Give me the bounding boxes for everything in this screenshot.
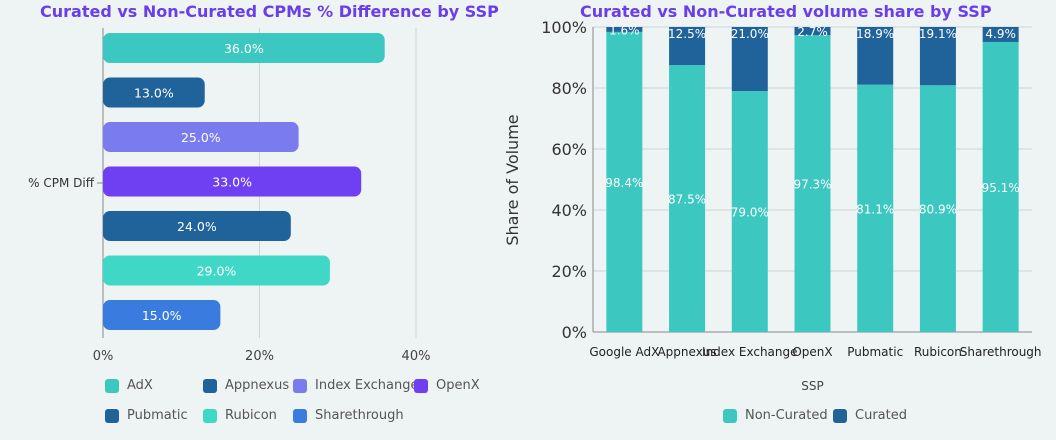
legend-label: Pubmatic [127, 408, 188, 423]
bar-curated-pubmatic [857, 27, 894, 85]
bar-curated-rubicon [919, 27, 956, 86]
legend-item-sharethrough[interactable]: Sharethrough [293, 408, 404, 423]
x-tick-label: Index Exchange [702, 345, 797, 359]
y-axis-title: Share of Volume [503, 114, 522, 245]
bar-appnexus [103, 77, 205, 108]
legend-swatch [203, 408, 217, 423]
legend-swatch [414, 378, 428, 393]
bar-curated-sharethrough [982, 27, 1019, 42]
x-tick-label: OpenX [792, 345, 832, 359]
bar-curated-appnexus [669, 27, 706, 66]
bar-noncurated-openx [794, 35, 831, 333]
bar-label-adx: 36.0% [224, 41, 264, 56]
bar-label-curated-pubmatic: 18.9% [856, 27, 894, 41]
legend-label: Rubicon [225, 408, 277, 423]
y-tick-label: 0% [562, 323, 587, 342]
bar-label-noncurated-appnexus: 87.5% [668, 193, 706, 207]
x-tick-label: Rubicon [914, 345, 962, 359]
bar-openx [103, 166, 362, 197]
bar-label-noncurated-google-adx: 98.4% [605, 176, 643, 190]
bar-label-curated-openx: 2.7% [797, 25, 828, 39]
legend-swatch [203, 378, 217, 393]
legend-item-pubmatic[interactable]: Pubmatic [105, 408, 188, 423]
bar-sharethrough [103, 300, 221, 330]
bar-adx [103, 33, 385, 63]
bar-label-noncurated-sharethrough: 95.1% [982, 181, 1020, 195]
bar-pubmatic [103, 211, 291, 241]
y-tick-label: 80% [551, 79, 587, 98]
legend-swatch [293, 378, 307, 393]
legend-item-adx[interactable]: AdX [105, 378, 153, 393]
bar-noncurated-appnexus [669, 65, 706, 332]
left-chart-title: Curated vs Non-Curated CPMs % Difference… [40, 2, 499, 21]
bar-noncurated-index-exchange [731, 91, 768, 332]
y-tick-label: 20% [551, 262, 587, 281]
y-tick-label: 60% [551, 140, 587, 159]
legend-item-non-curated[interactable]: Non-Curated [723, 408, 828, 423]
bar-label-noncurated-openx: 97.3% [793, 178, 831, 192]
bar-label-index-exchange: 25.0% [181, 130, 221, 145]
bar-label-curated-appnexus: 12.5% [668, 27, 706, 41]
bar-curated-index-exchange [731, 27, 768, 92]
x-tick-label: Pubmatic [847, 345, 903, 359]
legend-swatch [293, 408, 307, 423]
bar-label-noncurated-rubicon: 80.9% [919, 203, 957, 217]
legend-label: Sharethrough [315, 408, 404, 423]
legend-label: Index Exchange [315, 378, 419, 393]
bar-label-appnexus: 13.0% [134, 86, 174, 101]
right-chart-title: Curated vs Non-Curated volume share by S… [580, 2, 992, 21]
legend-label: Appnexus [225, 378, 290, 393]
legend-item-appnexus[interactable]: Appnexus [203, 378, 289, 393]
bar-noncurated-google-adx [606, 31, 643, 332]
bar-label-sharethrough: 15.0% [142, 308, 182, 323]
bar-curated-openx [794, 27, 831, 36]
legend-item-curated[interactable]: Curated [833, 408, 907, 423]
legend-item-index-exchange[interactable]: Index Exchange [293, 378, 418, 393]
x-tick-label: Appnexus [657, 345, 716, 359]
bar-label-curated-rubicon: 19.1% [919, 27, 957, 41]
bar-noncurated-pubmatic [857, 84, 894, 333]
legend-swatch [105, 408, 119, 423]
x-tick-label: 0% [93, 349, 114, 364]
legend-swatch [833, 408, 847, 423]
legend-swatch [105, 378, 119, 393]
x-tick-label: Sharethrough [960, 345, 1042, 359]
legend-label: Non-Curated [745, 408, 828, 423]
bar-curated-google-adx [606, 27, 643, 32]
bar-label-openx: 33.0% [212, 175, 252, 190]
x-tick-label: 20% [245, 349, 274, 364]
x-axis-title: SSP [801, 379, 823, 393]
bar-index-exchange [103, 122, 299, 152]
bar-label-curated-google-adx: 1.6% [609, 23, 640, 37]
legend-label: OpenX [436, 378, 480, 393]
legend-label: Curated [855, 408, 907, 423]
bar-rubicon [103, 255, 330, 286]
y-category-label: % CPM Diff [28, 176, 95, 190]
cpm-diff-chart: 0% 20% 40% % CPM Diff 36.0% 13.0% 25.0% 33.0% 24… [28, 28, 431, 364]
bar-label-noncurated-pubmatic: 81.1% [856, 202, 894, 216]
x-tick-label: 40% [402, 349, 431, 364]
bar-label-curated-index-exchange: 21.0% [731, 27, 769, 41]
bar-label-noncurated-index-exchange: 79.0% [731, 206, 769, 220]
legend-item-openx[interactable]: OpenX [414, 378, 480, 393]
legend-item-rubicon[interactable]: Rubicon [203, 408, 277, 423]
x-tick-label: Google AdX [589, 345, 659, 359]
y-tick-label: 40% [551, 201, 587, 220]
bar-label-rubicon: 29.0% [197, 264, 237, 279]
bar-noncurated-rubicon [919, 85, 956, 332]
y-tick-label: 100% [541, 18, 587, 37]
legend-swatch [723, 408, 737, 423]
bar-label-curated-sharethrough: 4.9% [985, 27, 1016, 41]
bar-noncurated-sharethrough [982, 41, 1019, 332]
legend-label: AdX [127, 378, 153, 393]
bar-label-pubmatic: 24.0% [177, 219, 217, 234]
